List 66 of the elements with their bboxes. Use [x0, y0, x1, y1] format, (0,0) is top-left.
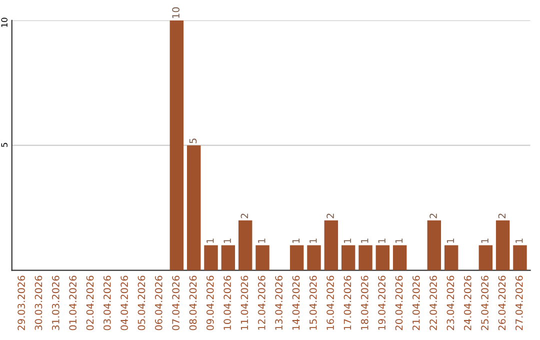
data-label: 1 [258, 238, 266, 243]
x-tick-label: 25.04.2026 [481, 276, 488, 330]
data-label: 1 [516, 238, 523, 243]
bar [341, 245, 356, 270]
x-tick-label: 09.04.2026 [206, 276, 214, 330]
data-label: 1 [224, 238, 231, 243]
x-tick-label: 02.04.2026 [86, 276, 94, 330]
x-tick-label: 19.04.2026 [378, 276, 386, 330]
bar [186, 145, 201, 270]
x-tick-label: 21.04.2026 [412, 276, 420, 330]
data-label: 2 [326, 214, 334, 218]
x-tick-label: 07.04.2026 [172, 276, 180, 330]
data-label: 1 [206, 238, 214, 243]
data-label: 1 [446, 238, 454, 243]
bar [256, 245, 270, 270]
bar [324, 220, 338, 270]
bar [238, 220, 252, 270]
data-label: 1 [310, 238, 317, 243]
data-label: 10 [172, 7, 180, 18]
bar [392, 245, 407, 270]
x-tick-label: 24.04.2026 [464, 276, 472, 330]
x-tick-label: 23.04.2026 [446, 276, 454, 330]
data-label: 2 [430, 214, 437, 218]
bar [427, 220, 442, 270]
bar [496, 220, 510, 270]
bar [170, 20, 184, 270]
x-tick-label: 13.04.2026 [275, 276, 282, 330]
x-tick-label: 30.03.2026 [34, 276, 42, 330]
bar [307, 245, 321, 270]
x-tick-label: 18.04.2026 [360, 276, 368, 330]
data-label: 5 [189, 138, 197, 144]
x-tick-label: 08.04.2026 [189, 276, 197, 330]
x-tick-label: 10.04.2026 [224, 276, 231, 330]
x-tick-label: 04.04.2026 [120, 276, 128, 330]
bar [444, 245, 458, 270]
x-tick-label: 03.04.2026 [103, 276, 111, 330]
x-tick-label: 16.04.2026 [326, 276, 334, 330]
x-tick-label: 05.04.2026 [138, 276, 146, 330]
data-label: 1 [292, 238, 300, 243]
bar [290, 245, 304, 270]
data-label: 1 [344, 238, 352, 243]
bar [221, 245, 236, 270]
x-tick-label: 31.03.2026 [52, 276, 60, 330]
x-tick-label: 11.04.2026 [240, 276, 248, 330]
bar [513, 245, 527, 270]
x-tick-label: 15.04.2026 [309, 276, 317, 330]
x-tick-label: 14.04.2026 [292, 276, 300, 330]
x-tick-label: 26.04.2026 [498, 276, 506, 330]
data-label: 1 [481, 238, 488, 243]
data-label: 2 [240, 214, 248, 218]
data-label: 2 [498, 214, 506, 218]
bar [204, 245, 218, 270]
x-tick-label: 06.04.2026 [154, 276, 162, 330]
bar [478, 245, 493, 270]
bar [358, 245, 372, 270]
x-tick-label: 22.04.2026 [430, 276, 437, 330]
x-tick-label: 20.04.2026 [395, 276, 403, 330]
x-tick-label: 12.04.2026 [258, 276, 266, 330]
x-tick-label: 29.03.2026 [18, 276, 25, 330]
x-tick-label: 27.04.2026 [515, 276, 523, 330]
data-label: 1 [361, 238, 368, 243]
data-label: 1 [395, 238, 403, 243]
x-tick-label: 01.04.2026 [69, 276, 76, 330]
bar [376, 245, 390, 270]
x-tick-label: 17.04.2026 [344, 276, 352, 330]
data-label: 1 [378, 238, 386, 243]
